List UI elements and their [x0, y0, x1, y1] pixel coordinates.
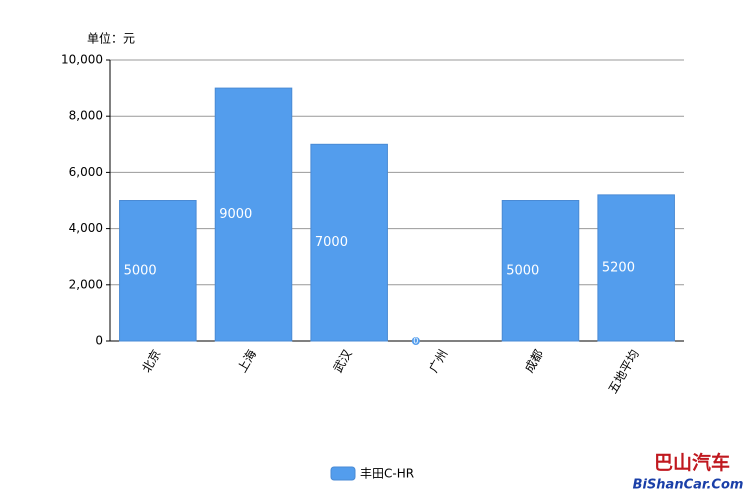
value-label: 5200 [602, 260, 635, 275]
x-tick-label: 武汉 [331, 347, 355, 375]
value-label: 9000 [219, 207, 252, 222]
x-tick-label: 成都 [522, 347, 546, 375]
unit-label: 单位：元 [87, 31, 135, 46]
value-label-bg [411, 337, 420, 345]
x-tick-label: 北京 [139, 347, 163, 375]
y-tick-label: 10,000 [61, 53, 103, 67]
legend-label: 丰田C-HR [360, 467, 414, 481]
watermark: BiShanCar.Com [633, 478, 744, 493]
watermark: 巴山汽车 [654, 451, 730, 474]
y-tick-label: 6,000 [69, 165, 103, 179]
value-label: 7000 [315, 235, 348, 250]
x-tick-label: 上海 [234, 347, 259, 375]
y-tick-label: 0 [95, 334, 103, 348]
y-tick-label: 4,000 [69, 221, 103, 235]
x-tick-label: 广州 [426, 347, 450, 375]
value-label: 5000 [506, 263, 539, 278]
bar [501, 200, 580, 342]
bar [214, 87, 293, 342]
x-tick-label: 五地平均 [606, 347, 642, 396]
bar [310, 143, 388, 342]
y-tick-label: 2,000 [69, 277, 103, 291]
value-label: 0 [413, 337, 418, 346]
bar [119, 200, 197, 342]
legend-swatch [330, 466, 356, 481]
bar [597, 194, 675, 342]
y-tick-label: 8,000 [69, 109, 103, 123]
value-label: 5000 [124, 263, 157, 278]
